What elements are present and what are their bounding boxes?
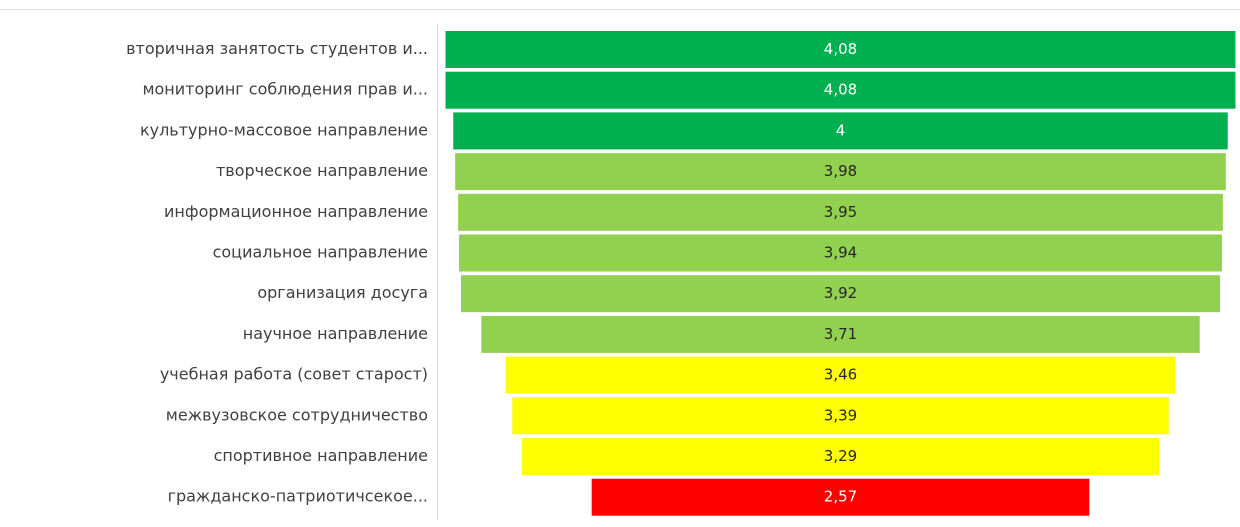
category-label: межвузовское сотрудничество xyxy=(166,405,428,424)
bar xyxy=(445,31,1236,68)
category-label: учебная работа (совет старост) xyxy=(160,365,428,384)
bar xyxy=(460,275,1221,313)
category-label: мониторинг соблюдения прав и... xyxy=(142,80,428,99)
value-label: 4 xyxy=(836,121,846,139)
bar xyxy=(459,234,1222,272)
category-label: гражданско-патриотичсекое... xyxy=(168,487,428,506)
value-label: 3,94 xyxy=(824,244,857,262)
value-label: 3,95 xyxy=(824,203,857,221)
value-label: 4,08 xyxy=(824,81,857,99)
bar xyxy=(453,112,1228,150)
category-label: культурно-массовое направление xyxy=(140,120,428,139)
category-label: организация досуга xyxy=(257,283,428,302)
bar xyxy=(521,438,1160,475)
bar xyxy=(505,356,1176,394)
bar xyxy=(445,71,1236,109)
bar xyxy=(455,153,1226,191)
category-label: творческое направление xyxy=(216,161,428,180)
category-label: научное направление xyxy=(243,324,428,343)
value-label: 3,98 xyxy=(824,162,857,180)
value-label: 4,08 xyxy=(824,40,857,58)
value-label: 2,57 xyxy=(824,488,857,506)
value-label: 3,92 xyxy=(824,284,857,302)
category-label: вторичная занятость студентов и... xyxy=(126,39,428,58)
bar xyxy=(481,315,1200,353)
bar xyxy=(458,193,1223,231)
category-label: информационное направление xyxy=(164,202,428,221)
value-label: 3,46 xyxy=(824,366,857,384)
category-label: спортивное направление xyxy=(214,446,428,465)
value-label: 3,39 xyxy=(824,406,857,424)
bar xyxy=(512,397,1169,435)
bar xyxy=(591,478,1090,516)
value-label: 3,71 xyxy=(824,325,857,343)
value-label: 3,29 xyxy=(824,447,857,465)
category-label: социальное направление xyxy=(213,243,428,262)
